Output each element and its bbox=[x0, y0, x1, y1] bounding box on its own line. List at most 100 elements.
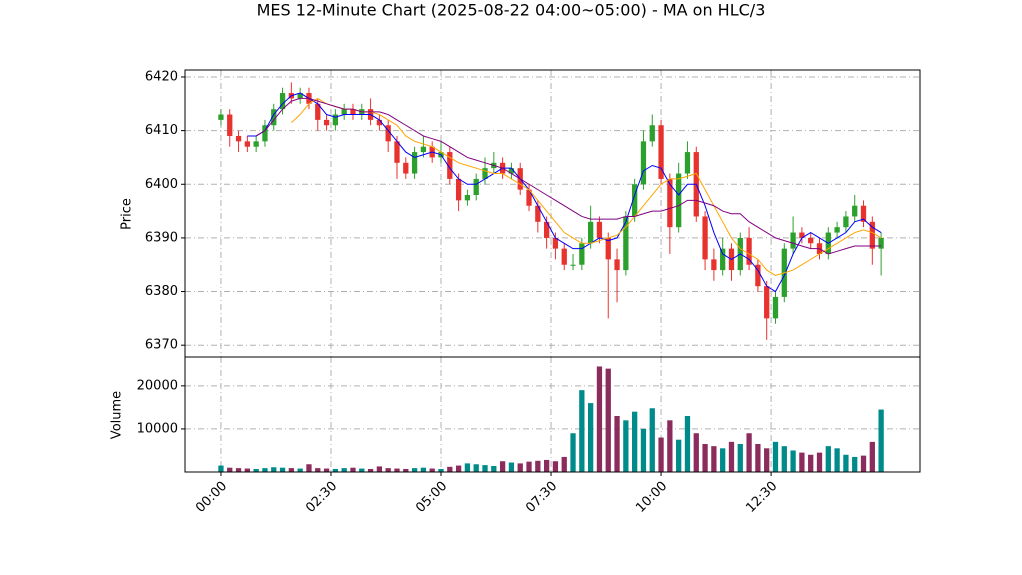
candle-body bbox=[588, 221, 594, 244]
candle-body bbox=[579, 243, 585, 265]
candle-body bbox=[852, 205, 858, 217]
candle-body bbox=[341, 109, 347, 115]
y-tick-label: 10000 bbox=[137, 421, 178, 436]
candle-body bbox=[676, 173, 682, 228]
candle-body bbox=[799, 232, 805, 238]
x-tick-label: 00:00 bbox=[193, 479, 230, 516]
candle-body bbox=[279, 93, 286, 110]
price-frame bbox=[184, 69, 921, 358]
volume-bar bbox=[702, 444, 708, 472]
candle-body bbox=[376, 119, 383, 126]
volume-bar bbox=[447, 466, 453, 472]
volume-bar bbox=[227, 467, 233, 472]
candle-body bbox=[702, 216, 708, 260]
candle-body bbox=[411, 152, 418, 174]
y-tick-label: 6410 bbox=[145, 123, 178, 138]
volume-bar bbox=[667, 420, 673, 472]
candle-body bbox=[878, 237, 884, 249]
volume-bar bbox=[684, 416, 691, 472]
volume-bar bbox=[720, 448, 726, 472]
candle-body bbox=[605, 237, 611, 260]
volume-bar bbox=[491, 465, 497, 472]
volume-frame bbox=[184, 356, 921, 473]
ma-line bbox=[247, 92, 882, 293]
volume-bar bbox=[843, 454, 849, 472]
ma-line bbox=[291, 97, 882, 277]
x-tick-label: 10:00 bbox=[633, 479, 670, 516]
volume-bar bbox=[632, 411, 638, 472]
volume-bar bbox=[860, 455, 867, 472]
volume-bar bbox=[288, 468, 295, 472]
volume-bar bbox=[878, 409, 884, 472]
candle-body bbox=[623, 216, 629, 271]
volume-bar bbox=[737, 444, 743, 472]
candle-body bbox=[447, 152, 453, 179]
candle-body bbox=[561, 248, 567, 265]
volume-axis-label: Volume bbox=[110, 391, 125, 439]
candle-body bbox=[640, 141, 647, 185]
volume-bar bbox=[676, 439, 682, 472]
candle-body bbox=[860, 205, 867, 222]
volume-bar bbox=[403, 468, 409, 472]
volume-bar bbox=[473, 464, 479, 472]
candle-body bbox=[614, 259, 620, 271]
volume-bar bbox=[588, 403, 594, 472]
volume-bar bbox=[367, 468, 374, 472]
volume-bar bbox=[359, 468, 365, 472]
volume-bar bbox=[825, 446, 831, 472]
volume-bar bbox=[552, 461, 559, 472]
candle-body bbox=[543, 221, 550, 238]
candle-body bbox=[632, 184, 638, 217]
candle-body bbox=[235, 135, 242, 142]
candle-body bbox=[227, 114, 233, 136]
volume-bar bbox=[218, 465, 224, 472]
chart-title: MES 12-Minute Chart (2025-08-22 04:00~05… bbox=[257, 1, 766, 20]
volume-bar bbox=[526, 461, 532, 472]
volume-bar bbox=[385, 468, 391, 472]
candle-body bbox=[323, 119, 330, 126]
candle-body bbox=[262, 125, 268, 142]
candle-body bbox=[834, 227, 840, 233]
candle-body bbox=[473, 178, 479, 195]
volume-bar bbox=[517, 463, 523, 472]
volume-bar bbox=[235, 468, 242, 472]
volume-bar bbox=[772, 441, 779, 472]
ma-line bbox=[255, 97, 882, 255]
volume-bar bbox=[323, 468, 330, 472]
volume-bar bbox=[455, 465, 462, 472]
volume-bar bbox=[253, 468, 259, 472]
volume-bar bbox=[658, 437, 664, 472]
volume-bar bbox=[623, 420, 629, 472]
volume-bar bbox=[746, 433, 752, 472]
volume-bar bbox=[596, 366, 603, 472]
y-tick-label: 6400 bbox=[145, 177, 178, 192]
volume-bar bbox=[482, 465, 488, 472]
volume-bar bbox=[332, 468, 339, 472]
volume-bar bbox=[429, 468, 435, 472]
volume-bar bbox=[649, 408, 655, 472]
candle-body bbox=[684, 152, 691, 174]
candle-body bbox=[350, 109, 356, 115]
y-tick-label: 6390 bbox=[145, 230, 178, 245]
candle-body bbox=[843, 216, 849, 228]
candle-body bbox=[552, 237, 559, 249]
volume-bar bbox=[614, 416, 620, 472]
candle-body bbox=[711, 259, 717, 271]
volume-bar bbox=[834, 448, 840, 472]
y-axis-label: Price bbox=[120, 198, 135, 230]
candle-body bbox=[218, 114, 224, 120]
volume-bar bbox=[869, 441, 875, 472]
candle-body bbox=[535, 205, 541, 222]
volume-bar bbox=[790, 450, 796, 472]
volume-bar bbox=[711, 446, 717, 472]
candle-body bbox=[244, 141, 250, 147]
volume-bar bbox=[605, 368, 611, 472]
candle-body bbox=[482, 168, 488, 179]
candle-body bbox=[394, 141, 400, 163]
candle-body bbox=[464, 194, 471, 201]
volume-bar bbox=[799, 452, 805, 472]
candle-body bbox=[649, 125, 655, 142]
volume-bar bbox=[693, 433, 699, 472]
volume-bar bbox=[640, 428, 647, 472]
candle-body bbox=[332, 114, 339, 126]
